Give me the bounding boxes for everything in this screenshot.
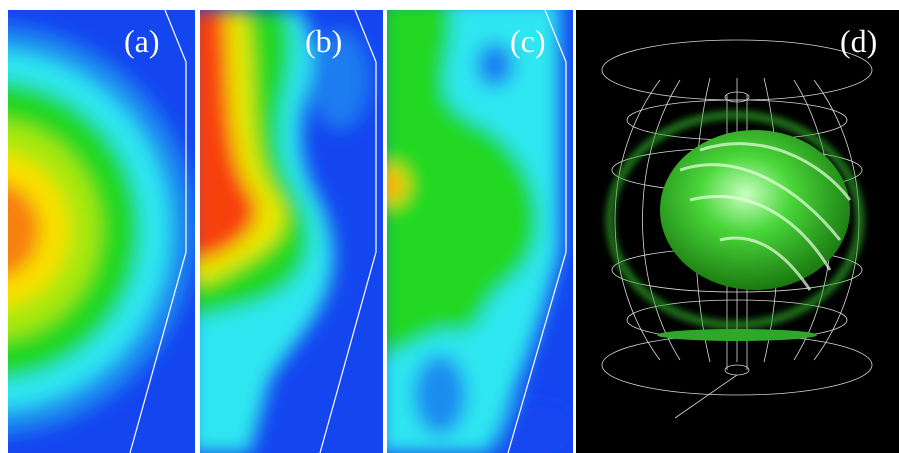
panel-d: (d)	[576, 10, 899, 453]
contour	[381, 174, 399, 196]
panel-a: (a)	[0, 10, 195, 453]
lower-band	[657, 329, 817, 341]
figure: (a) (b) (c)	[0, 0, 899, 453]
panel-b: (b)	[190, 10, 383, 453]
contour	[414, 355, 466, 435]
contour	[477, 43, 513, 87]
panel-label: (d)	[840, 23, 877, 59]
core	[660, 130, 850, 290]
page: {"panels": [{"label": "(a)"}, {"label": …	[0, 0, 899, 453]
panel-label: (b)	[305, 23, 342, 59]
panel-c: (c)	[372, 0, 580, 453]
panel-label: (c)	[510, 23, 546, 59]
panel-label: (a)	[124, 23, 160, 59]
